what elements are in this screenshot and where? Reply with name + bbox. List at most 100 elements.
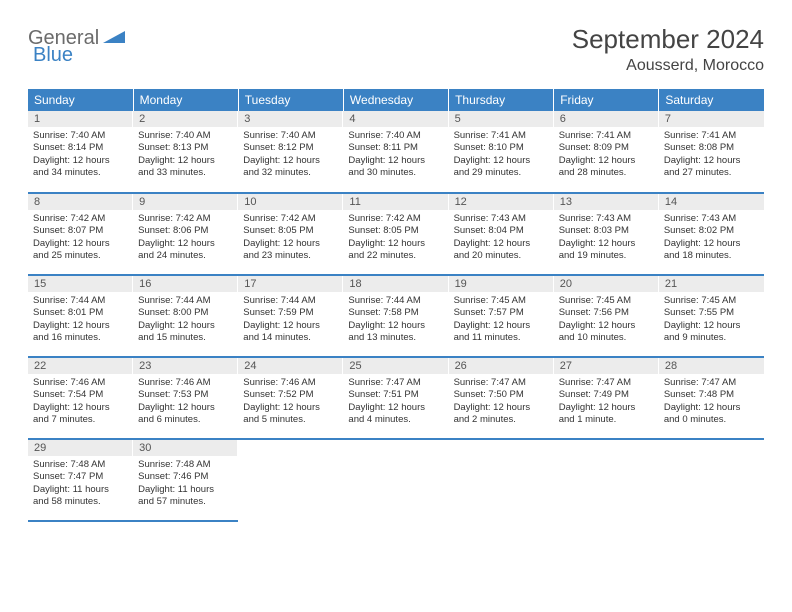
day-d2: and 22 minutes.	[348, 250, 443, 262]
day-d2: and 20 minutes.	[454, 250, 549, 262]
day-cell: 22Sunrise: 7:46 AMSunset: 7:54 PMDayligh…	[28, 357, 133, 439]
day-number: 22	[28, 358, 133, 374]
day-details: Sunrise: 7:41 AMSunset: 8:09 PMDaylight:…	[554, 127, 659, 183]
day-sr: Sunrise: 7:41 AM	[559, 130, 654, 142]
day-number: 16	[133, 276, 238, 292]
day-d1: Daylight: 12 hours	[664, 320, 759, 332]
day-d1: Daylight: 12 hours	[348, 320, 443, 332]
day-d1: Daylight: 12 hours	[454, 402, 549, 414]
day-d1: Daylight: 12 hours	[138, 238, 233, 250]
day-details: Sunrise: 7:40 AMSunset: 8:14 PMDaylight:…	[28, 127, 133, 183]
day-cell	[449, 439, 554, 521]
day-d2: and 19 minutes.	[559, 250, 654, 262]
day-d1: Daylight: 11 hours	[138, 484, 233, 496]
day-ss: Sunset: 8:02 PM	[664, 225, 759, 237]
day-details: Sunrise: 7:46 AMSunset: 7:53 PMDaylight:…	[133, 374, 238, 430]
day-details: Sunrise: 7:41 AMSunset: 8:08 PMDaylight:…	[659, 127, 764, 183]
day-d2: and 15 minutes.	[138, 332, 233, 344]
day-details: Sunrise: 7:40 AMSunset: 8:12 PMDaylight:…	[238, 127, 343, 183]
day-d1: Daylight: 12 hours	[138, 320, 233, 332]
day-number: 26	[449, 358, 554, 374]
day-d1: Daylight: 12 hours	[243, 320, 338, 332]
day-number: 14	[659, 194, 764, 210]
day-d2: and 57 minutes.	[138, 496, 233, 508]
day-ss: Sunset: 7:58 PM	[348, 307, 443, 319]
day-d1: Daylight: 12 hours	[33, 402, 128, 414]
dow-tuesday: Tuesday	[238, 89, 343, 111]
dow-row: Sunday Monday Tuesday Wednesday Thursday…	[28, 89, 764, 111]
day-details: Sunrise: 7:41 AMSunset: 8:10 PMDaylight:…	[449, 127, 554, 183]
day-cell: 1Sunrise: 7:40 AMSunset: 8:14 PMDaylight…	[28, 111, 133, 193]
day-d2: and 25 minutes.	[33, 250, 128, 262]
day-cell: 4Sunrise: 7:40 AMSunset: 8:11 PMDaylight…	[343, 111, 448, 193]
day-details: Sunrise: 7:40 AMSunset: 8:13 PMDaylight:…	[133, 127, 238, 183]
day-details: Sunrise: 7:40 AMSunset: 8:11 PMDaylight:…	[343, 127, 448, 183]
dow-wednesday: Wednesday	[343, 89, 448, 111]
day-sr: Sunrise: 7:43 AM	[664, 213, 759, 225]
day-ss: Sunset: 7:53 PM	[138, 389, 233, 401]
day-number: 21	[659, 276, 764, 292]
day-cell: 25Sunrise: 7:47 AMSunset: 7:51 PMDayligh…	[343, 357, 448, 439]
day-cell	[238, 439, 343, 521]
day-number: 11	[343, 194, 448, 210]
day-sr: Sunrise: 7:47 AM	[454, 377, 549, 389]
logo-triangle-icon	[103, 29, 125, 48]
day-ss: Sunset: 7:51 PM	[348, 389, 443, 401]
day-d1: Daylight: 12 hours	[33, 155, 128, 167]
day-number: 10	[238, 194, 343, 210]
day-d2: and 23 minutes.	[243, 250, 338, 262]
day-cell	[343, 439, 448, 521]
day-details: Sunrise: 7:44 AMSunset: 8:01 PMDaylight:…	[28, 292, 133, 348]
day-d2: and 2 minutes.	[454, 414, 549, 426]
day-cell: 29Sunrise: 7:48 AMSunset: 7:47 PMDayligh…	[28, 439, 133, 521]
day-d1: Daylight: 12 hours	[454, 238, 549, 250]
day-number: 8	[28, 194, 133, 210]
day-d1: Daylight: 12 hours	[138, 155, 233, 167]
day-details: Sunrise: 7:48 AMSunset: 7:47 PMDaylight:…	[28, 456, 133, 512]
day-d1: Daylight: 12 hours	[348, 155, 443, 167]
day-number: 19	[449, 276, 554, 292]
day-sr: Sunrise: 7:45 AM	[664, 295, 759, 307]
dow-sunday: Sunday	[28, 89, 133, 111]
day-ss: Sunset: 7:49 PM	[559, 389, 654, 401]
day-d1: Daylight: 12 hours	[348, 238, 443, 250]
day-details: Sunrise: 7:42 AMSunset: 8:05 PMDaylight:…	[238, 210, 343, 266]
day-cell: 3Sunrise: 7:40 AMSunset: 8:12 PMDaylight…	[238, 111, 343, 193]
day-sr: Sunrise: 7:42 AM	[348, 213, 443, 225]
day-details: Sunrise: 7:42 AMSunset: 8:05 PMDaylight:…	[343, 210, 448, 266]
dow-monday: Monday	[133, 89, 238, 111]
location: Aousserd, Morocco	[572, 57, 764, 75]
month-title: September 2024	[572, 24, 764, 55]
day-sr: Sunrise: 7:46 AM	[138, 377, 233, 389]
day-cell: 21Sunrise: 7:45 AMSunset: 7:55 PMDayligh…	[659, 275, 764, 357]
day-d2: and 0 minutes.	[664, 414, 759, 426]
day-sr: Sunrise: 7:43 AM	[454, 213, 549, 225]
day-cell: 26Sunrise: 7:47 AMSunset: 7:50 PMDayligh…	[449, 357, 554, 439]
dow-saturday: Saturday	[659, 89, 764, 111]
day-sr: Sunrise: 7:46 AM	[243, 377, 338, 389]
day-cell: 24Sunrise: 7:46 AMSunset: 7:52 PMDayligh…	[238, 357, 343, 439]
day-details: Sunrise: 7:46 AMSunset: 7:54 PMDaylight:…	[28, 374, 133, 430]
day-cell: 17Sunrise: 7:44 AMSunset: 7:59 PMDayligh…	[238, 275, 343, 357]
day-number: 28	[659, 358, 764, 374]
day-ss: Sunset: 7:54 PM	[33, 389, 128, 401]
day-d1: Daylight: 12 hours	[33, 238, 128, 250]
day-details: Sunrise: 7:42 AMSunset: 8:06 PMDaylight:…	[133, 210, 238, 266]
day-number: 6	[554, 111, 659, 127]
day-cell: 8Sunrise: 7:42 AMSunset: 8:07 PMDaylight…	[28, 193, 133, 275]
day-cell	[554, 439, 659, 521]
day-number: 12	[449, 194, 554, 210]
day-details: Sunrise: 7:44 AMSunset: 8:00 PMDaylight:…	[133, 292, 238, 348]
day-sr: Sunrise: 7:44 AM	[138, 295, 233, 307]
week-row: 22Sunrise: 7:46 AMSunset: 7:54 PMDayligh…	[28, 357, 764, 439]
day-number: 4	[343, 111, 448, 127]
day-sr: Sunrise: 7:47 AM	[348, 377, 443, 389]
day-details: Sunrise: 7:47 AMSunset: 7:48 PMDaylight:…	[659, 374, 764, 430]
day-d2: and 9 minutes.	[664, 332, 759, 344]
day-d2: and 58 minutes.	[33, 496, 128, 508]
day-ss: Sunset: 7:57 PM	[454, 307, 549, 319]
day-d1: Daylight: 12 hours	[559, 155, 654, 167]
day-ss: Sunset: 7:46 PM	[138, 471, 233, 483]
day-details: Sunrise: 7:45 AMSunset: 7:57 PMDaylight:…	[449, 292, 554, 348]
day-sr: Sunrise: 7:48 AM	[33, 459, 128, 471]
